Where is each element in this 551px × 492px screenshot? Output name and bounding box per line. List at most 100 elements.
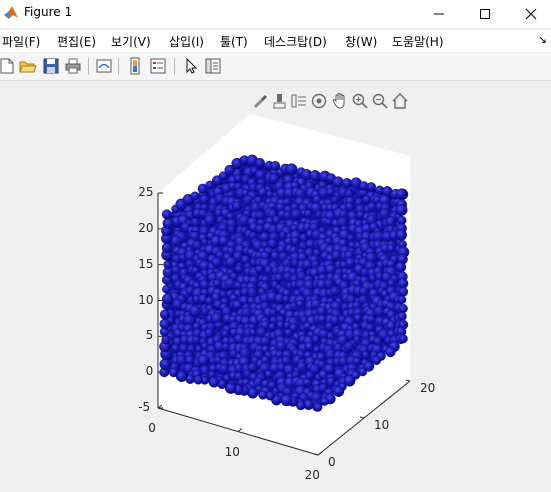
sphere-marker	[172, 148, 181, 157]
open-file-icon[interactable]	[19, 57, 37, 75]
property-inspector-icon[interactable]	[204, 57, 222, 75]
x-tick-label: 0	[148, 421, 156, 435]
sphere-marker	[165, 169, 167, 181]
restore-rotate-icon[interactable]	[310, 92, 328, 110]
figure-toolbar	[0, 53, 551, 81]
sphere-marker	[398, 334, 408, 344]
sphere-marker	[311, 334, 321, 344]
zoom-in-icon[interactable]	[351, 92, 369, 110]
sphere-marker	[158, 149, 166, 157]
sphere-marker	[186, 146, 196, 156]
sphere-marker	[165, 162, 175, 175]
sphere-marker	[162, 284, 171, 294]
sphere-marker	[290, 208, 303, 220]
data-tips-icon[interactable]	[271, 92, 289, 110]
sphere-marker	[330, 195, 340, 205]
menu-desktop[interactable]: 데스크탑(D)	[264, 35, 327, 49]
sphere-marker	[268, 322, 277, 331]
sphere-marker	[224, 382, 237, 394]
brush-icon[interactable]	[251, 92, 269, 110]
save-icon[interactable]	[42, 57, 60, 75]
sphere-marker	[302, 378, 312, 387]
sphere-marker	[395, 416, 403, 424]
sphere-marker	[165, 161, 168, 171]
sphere-marker	[395, 188, 407, 200]
sphere-marker	[168, 367, 179, 378]
sphere-marker	[366, 182, 376, 192]
maximize-button[interactable]	[462, 0, 508, 28]
pan-icon[interactable]	[331, 92, 349, 110]
z-tick-label: 10	[138, 292, 154, 307]
menu-file[interactable]: 파일(F)	[2, 35, 41, 49]
link-plot-icon[interactable]	[95, 57, 113, 75]
sphere-marker	[159, 318, 171, 330]
menu-bar: 파일(F) 편집(E) 보기(V) 삽입(I) 툴(T) 데스크탑(D) 창(W…	[0, 30, 551, 52]
restore-view-icon[interactable]	[391, 92, 409, 110]
sphere-marker	[186, 160, 196, 164]
sphere-marker	[395, 229, 407, 241]
close-button[interactable]	[508, 0, 551, 28]
sphere-marker	[264, 369, 274, 379]
sphere-marker	[224, 256, 237, 268]
window-title: Figure 1	[24, 5, 73, 19]
y-tick-label: 20	[420, 381, 436, 395]
insert-colorbar-icon[interactable]	[126, 57, 144, 75]
sphere-marker	[395, 203, 408, 216]
sphere-marker	[295, 299, 305, 309]
minimize-button[interactable]	[416, 0, 462, 28]
menu-window[interactable]: 창(W)	[345, 35, 378, 49]
maximize-icon	[480, 9, 490, 19]
minimize-icon	[434, 13, 444, 15]
sphere-marker	[247, 362, 258, 373]
sphere-marker	[204, 214, 216, 227]
sphere-marker	[353, 313, 363, 323]
sphere-marker	[163, 260, 172, 269]
z-tick-label: 15	[138, 256, 154, 271]
edit-plot-icon[interactable]	[182, 57, 200, 75]
menu-tools[interactable]: 툴(T)	[220, 35, 248, 49]
rotate-3d-icon[interactable]	[290, 92, 308, 110]
matlab-logo-icon	[4, 6, 18, 19]
sphere-marker	[255, 264, 264, 274]
menu-help[interactable]: 도움말(H)	[392, 35, 444, 49]
sphere-marker	[343, 374, 356, 387]
x-tick-label: 10	[224, 444, 240, 459]
menu-insert[interactable]: 삽입(I)	[169, 35, 204, 49]
sphere-marker	[405, 402, 414, 411]
sphere-marker	[329, 285, 341, 297]
sphere-marker	[402, 414, 411, 423]
close-icon	[525, 8, 537, 20]
sphere-marker	[303, 209, 313, 218]
z-tick-label: 25	[138, 185, 154, 199]
zoom-out-icon[interactable]	[371, 92, 389, 110]
sphere-marker	[343, 341, 355, 352]
y-tick-label: 0	[328, 455, 336, 469]
sphere-marker	[205, 180, 215, 190]
z-tick-label: -5	[138, 400, 151, 414]
insert-legend-icon[interactable]	[149, 57, 167, 75]
sphere-marker	[159, 358, 172, 371]
menu-edit[interactable]: 편집(E)	[57, 35, 97, 49]
menu-view[interactable]: 보기(V)	[111, 35, 151, 49]
sphere-marker	[161, 293, 174, 305]
sphere-marker	[161, 242, 173, 254]
y-tick-mark	[313, 453, 319, 456]
sphere-marker	[171, 163, 182, 174]
sphere-marker	[385, 346, 396, 358]
y-tick-label: 10	[374, 418, 390, 432]
sphere-marker	[320, 397, 329, 406]
sphere-marker	[386, 243, 396, 253]
z-tick-label: 5	[145, 328, 154, 343]
sphere-marker	[197, 354, 210, 367]
menu-overflow-icon[interactable]: ↘	[537, 33, 547, 46]
sphere-marker	[395, 402, 402, 408]
y-tick-mark	[405, 379, 411, 382]
print-icon[interactable]	[64, 57, 82, 75]
sphere-marker	[165, 160, 169, 165]
z-tick-label: 20	[138, 220, 154, 235]
sphere-marker	[162, 412, 174, 424]
new-figure-icon[interactable]	[0, 57, 16, 75]
sphere-marker	[396, 391, 402, 403]
sphere-marker	[291, 236, 301, 246]
